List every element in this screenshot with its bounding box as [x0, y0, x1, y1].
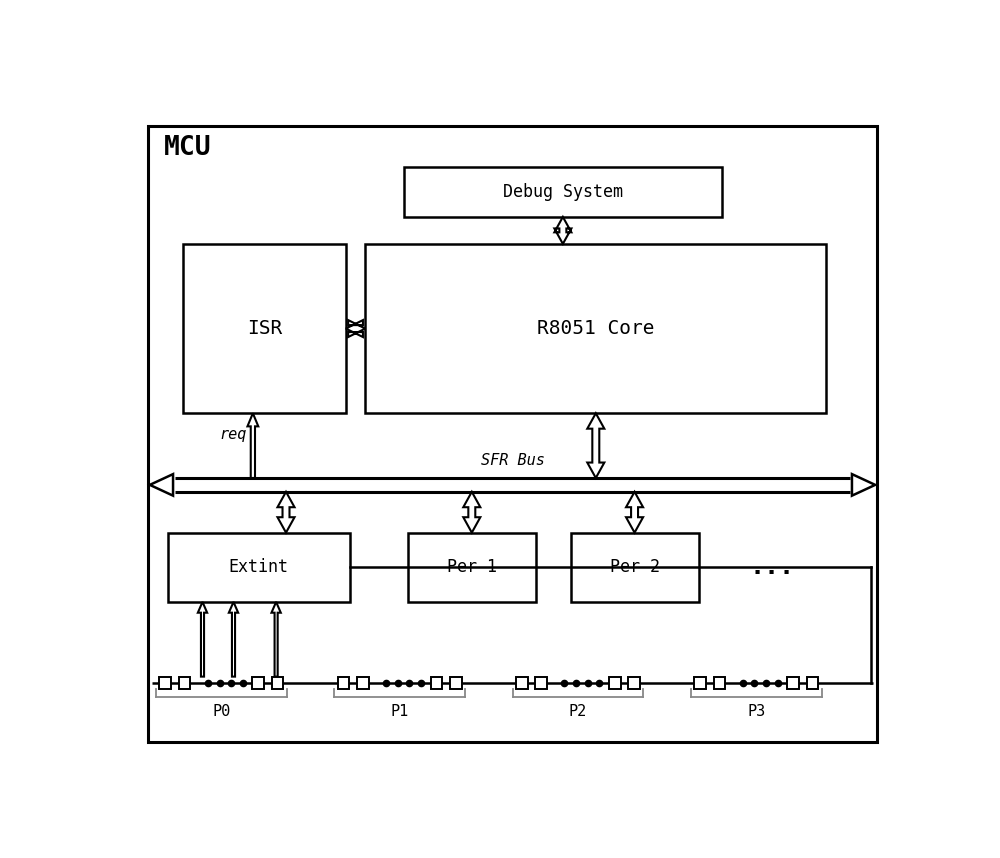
Polygon shape [198, 602, 207, 677]
Bar [628, 677, 640, 688]
Text: ISR: ISR [247, 319, 282, 338]
Bar [408, 533, 536, 602]
Polygon shape [463, 492, 480, 533]
Bar [535, 677, 547, 688]
Text: ...: ... [750, 555, 795, 579]
Bar [571, 533, 698, 602]
Bar [365, 244, 826, 414]
Text: MCU: MCU [164, 136, 211, 161]
Polygon shape [587, 414, 604, 478]
Polygon shape [271, 602, 281, 677]
Bar [179, 677, 190, 688]
Bar [159, 677, 171, 688]
Text: Debug System: Debug System [503, 183, 623, 201]
Polygon shape [229, 602, 238, 677]
Polygon shape [554, 217, 571, 244]
Bar [714, 677, 725, 688]
Text: R8051 Core: R8051 Core [537, 319, 655, 338]
Bar [807, 677, 818, 688]
Polygon shape [150, 474, 173, 496]
Text: P1: P1 [391, 704, 409, 719]
Text: P2: P2 [569, 704, 587, 719]
Text: Per 1: Per 1 [447, 559, 497, 577]
Text: req: req [219, 426, 247, 442]
Bar [252, 677, 264, 688]
Text: P0: P0 [212, 704, 231, 719]
Bar [516, 677, 528, 688]
Text: Extint: Extint [229, 559, 289, 577]
Bar [272, 677, 283, 688]
Bar [787, 677, 799, 688]
Bar [404, 166, 722, 217]
Text: Per 2: Per 2 [610, 559, 660, 577]
Polygon shape [626, 492, 643, 533]
Polygon shape [852, 474, 875, 496]
Bar [694, 677, 706, 688]
Bar [183, 244, 346, 414]
Bar [357, 677, 369, 688]
Bar [450, 677, 462, 688]
Text: SFR Bus: SFR Bus [481, 453, 544, 468]
Bar [168, 533, 350, 602]
Bar [431, 677, 442, 688]
Polygon shape [346, 320, 365, 337]
Polygon shape [247, 414, 258, 478]
Bar [338, 677, 349, 688]
Bar [609, 677, 621, 688]
Polygon shape [277, 492, 295, 533]
Text: P3: P3 [747, 704, 765, 719]
